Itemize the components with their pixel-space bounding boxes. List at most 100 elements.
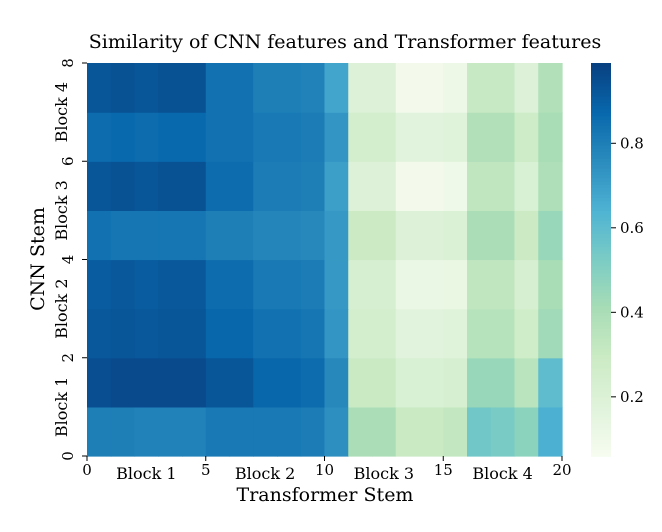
heatmap-cell — [205, 161, 231, 211]
colorbar-segment — [591, 89, 611, 94]
heatmap-cell — [300, 308, 326, 359]
heatmap-cell — [277, 210, 302, 261]
heatmap-cell — [87, 112, 112, 162]
heatmap-cell — [324, 406, 349, 457]
heatmap-cell — [467, 63, 492, 113]
colorbar-segment — [591, 135, 611, 140]
colorbar-segment — [591, 328, 611, 333]
colorbar-segment — [591, 361, 611, 365]
colorbar-segment — [591, 92, 611, 97]
heatmap-cell — [324, 63, 349, 113]
y-tick-label: 8 — [59, 58, 77, 68]
heatmap-cell — [348, 210, 373, 261]
colorbar-segment — [591, 429, 611, 434]
heatmap-cell — [300, 210, 326, 261]
heatmap-cell — [205, 357, 231, 408]
heatmap-cell — [205, 63, 231, 113]
colorbar-segment — [591, 69, 611, 74]
heatmap-cell — [490, 63, 516, 113]
heatmap-cell — [87, 406, 112, 457]
heatmap-cell — [182, 406, 207, 457]
colorbar-segment — [591, 374, 611, 379]
heatmap-cell — [324, 308, 349, 359]
colorbar-segment — [591, 82, 611, 87]
colorbar-segment — [591, 121, 611, 126]
heatmap-cell — [324, 357, 349, 408]
heatmap-cell — [348, 112, 373, 162]
heatmap-cell — [324, 112, 349, 162]
colorbar-segment — [591, 184, 611, 189]
heatmap-cell — [395, 161, 421, 211]
heatmap-cell — [300, 63, 326, 113]
heatmap-cell — [538, 210, 563, 261]
colorbar-segment — [591, 233, 611, 238]
heatmap-cell — [348, 308, 373, 359]
heatmap-cell — [87, 357, 112, 408]
heatmap-cell — [277, 357, 302, 408]
heatmap-cell — [514, 308, 539, 359]
colorbar-segment — [591, 305, 611, 310]
colorbar-segment — [591, 413, 611, 418]
heatmap-cell — [514, 161, 539, 211]
heatmap-cell — [110, 357, 136, 408]
x-axis-label: Transformer Stem — [237, 484, 414, 506]
heatmap-cell — [110, 63, 136, 113]
colorbar-segment — [591, 266, 611, 271]
colorbar-segment — [591, 390, 611, 395]
heatmap-cell — [134, 210, 159, 261]
colorbar-segment — [591, 262, 611, 267]
colorbar-segment — [591, 334, 611, 339]
heatmap-cell — [324, 210, 349, 261]
y-tick-label: 4 — [59, 255, 77, 265]
colorbar-segment — [591, 187, 611, 192]
colorbar-segment — [591, 197, 611, 202]
heatmap-cell — [182, 161, 207, 211]
x-axis: 0 5 10 15 20 Block 1 Block 2 Block 3 Block 4 — [82, 456, 572, 483]
heatmap-cell — [372, 357, 397, 408]
heatmap-cell — [158, 161, 183, 211]
colorbar-segment — [591, 128, 611, 133]
heatmap-cell — [490, 259, 516, 310]
heatmap-cell — [372, 308, 397, 359]
colorbar-segment — [591, 216, 611, 221]
colorbar-segment — [591, 236, 611, 241]
chart-title: Similarity of CNN features and Transform… — [89, 31, 601, 53]
heatmap-cell — [395, 63, 421, 113]
heatmap-cell — [514, 259, 539, 310]
heatmap-cell — [110, 406, 136, 457]
colorbar-segment — [591, 164, 611, 169]
heatmap-cell — [253, 210, 278, 261]
colorbar-segment — [591, 85, 611, 90]
heatmap-cell — [110, 259, 136, 310]
heatmap-cell — [158, 63, 183, 113]
heatmap-cell — [300, 112, 326, 162]
heatmap-cell — [87, 63, 112, 113]
y-block-label: Block 2 — [52, 278, 71, 338]
heatmap-cell — [253, 63, 278, 113]
colorbar-segment — [591, 125, 611, 130]
colorbar-segment — [591, 63, 611, 67]
colorbar-segment — [591, 207, 611, 212]
heatmap-cell — [134, 308, 159, 359]
heatmap-cell — [277, 406, 302, 457]
heatmap-cell — [229, 259, 254, 310]
colorbar-segment — [591, 341, 611, 346]
heatmap-cell — [443, 406, 468, 457]
heatmap-cell — [372, 161, 397, 211]
colorbar-segment — [591, 285, 611, 290]
colorbar-segment — [591, 259, 611, 264]
colorbar-segment — [591, 144, 611, 149]
heatmap-cell — [253, 161, 278, 211]
heatmap-cell — [229, 406, 254, 457]
colorbar-segment — [591, 180, 611, 185]
heatmap-cell — [229, 357, 254, 408]
heatmap-cell — [182, 308, 207, 359]
heatmap-cell — [158, 210, 183, 261]
heatmap-cell — [419, 161, 444, 211]
heatmap-cell — [372, 259, 397, 310]
x-tick-label: 10 — [315, 461, 334, 479]
heatmap-cell — [229, 63, 254, 113]
heatmap-cell — [110, 210, 136, 261]
colorbar-segment — [591, 118, 611, 123]
